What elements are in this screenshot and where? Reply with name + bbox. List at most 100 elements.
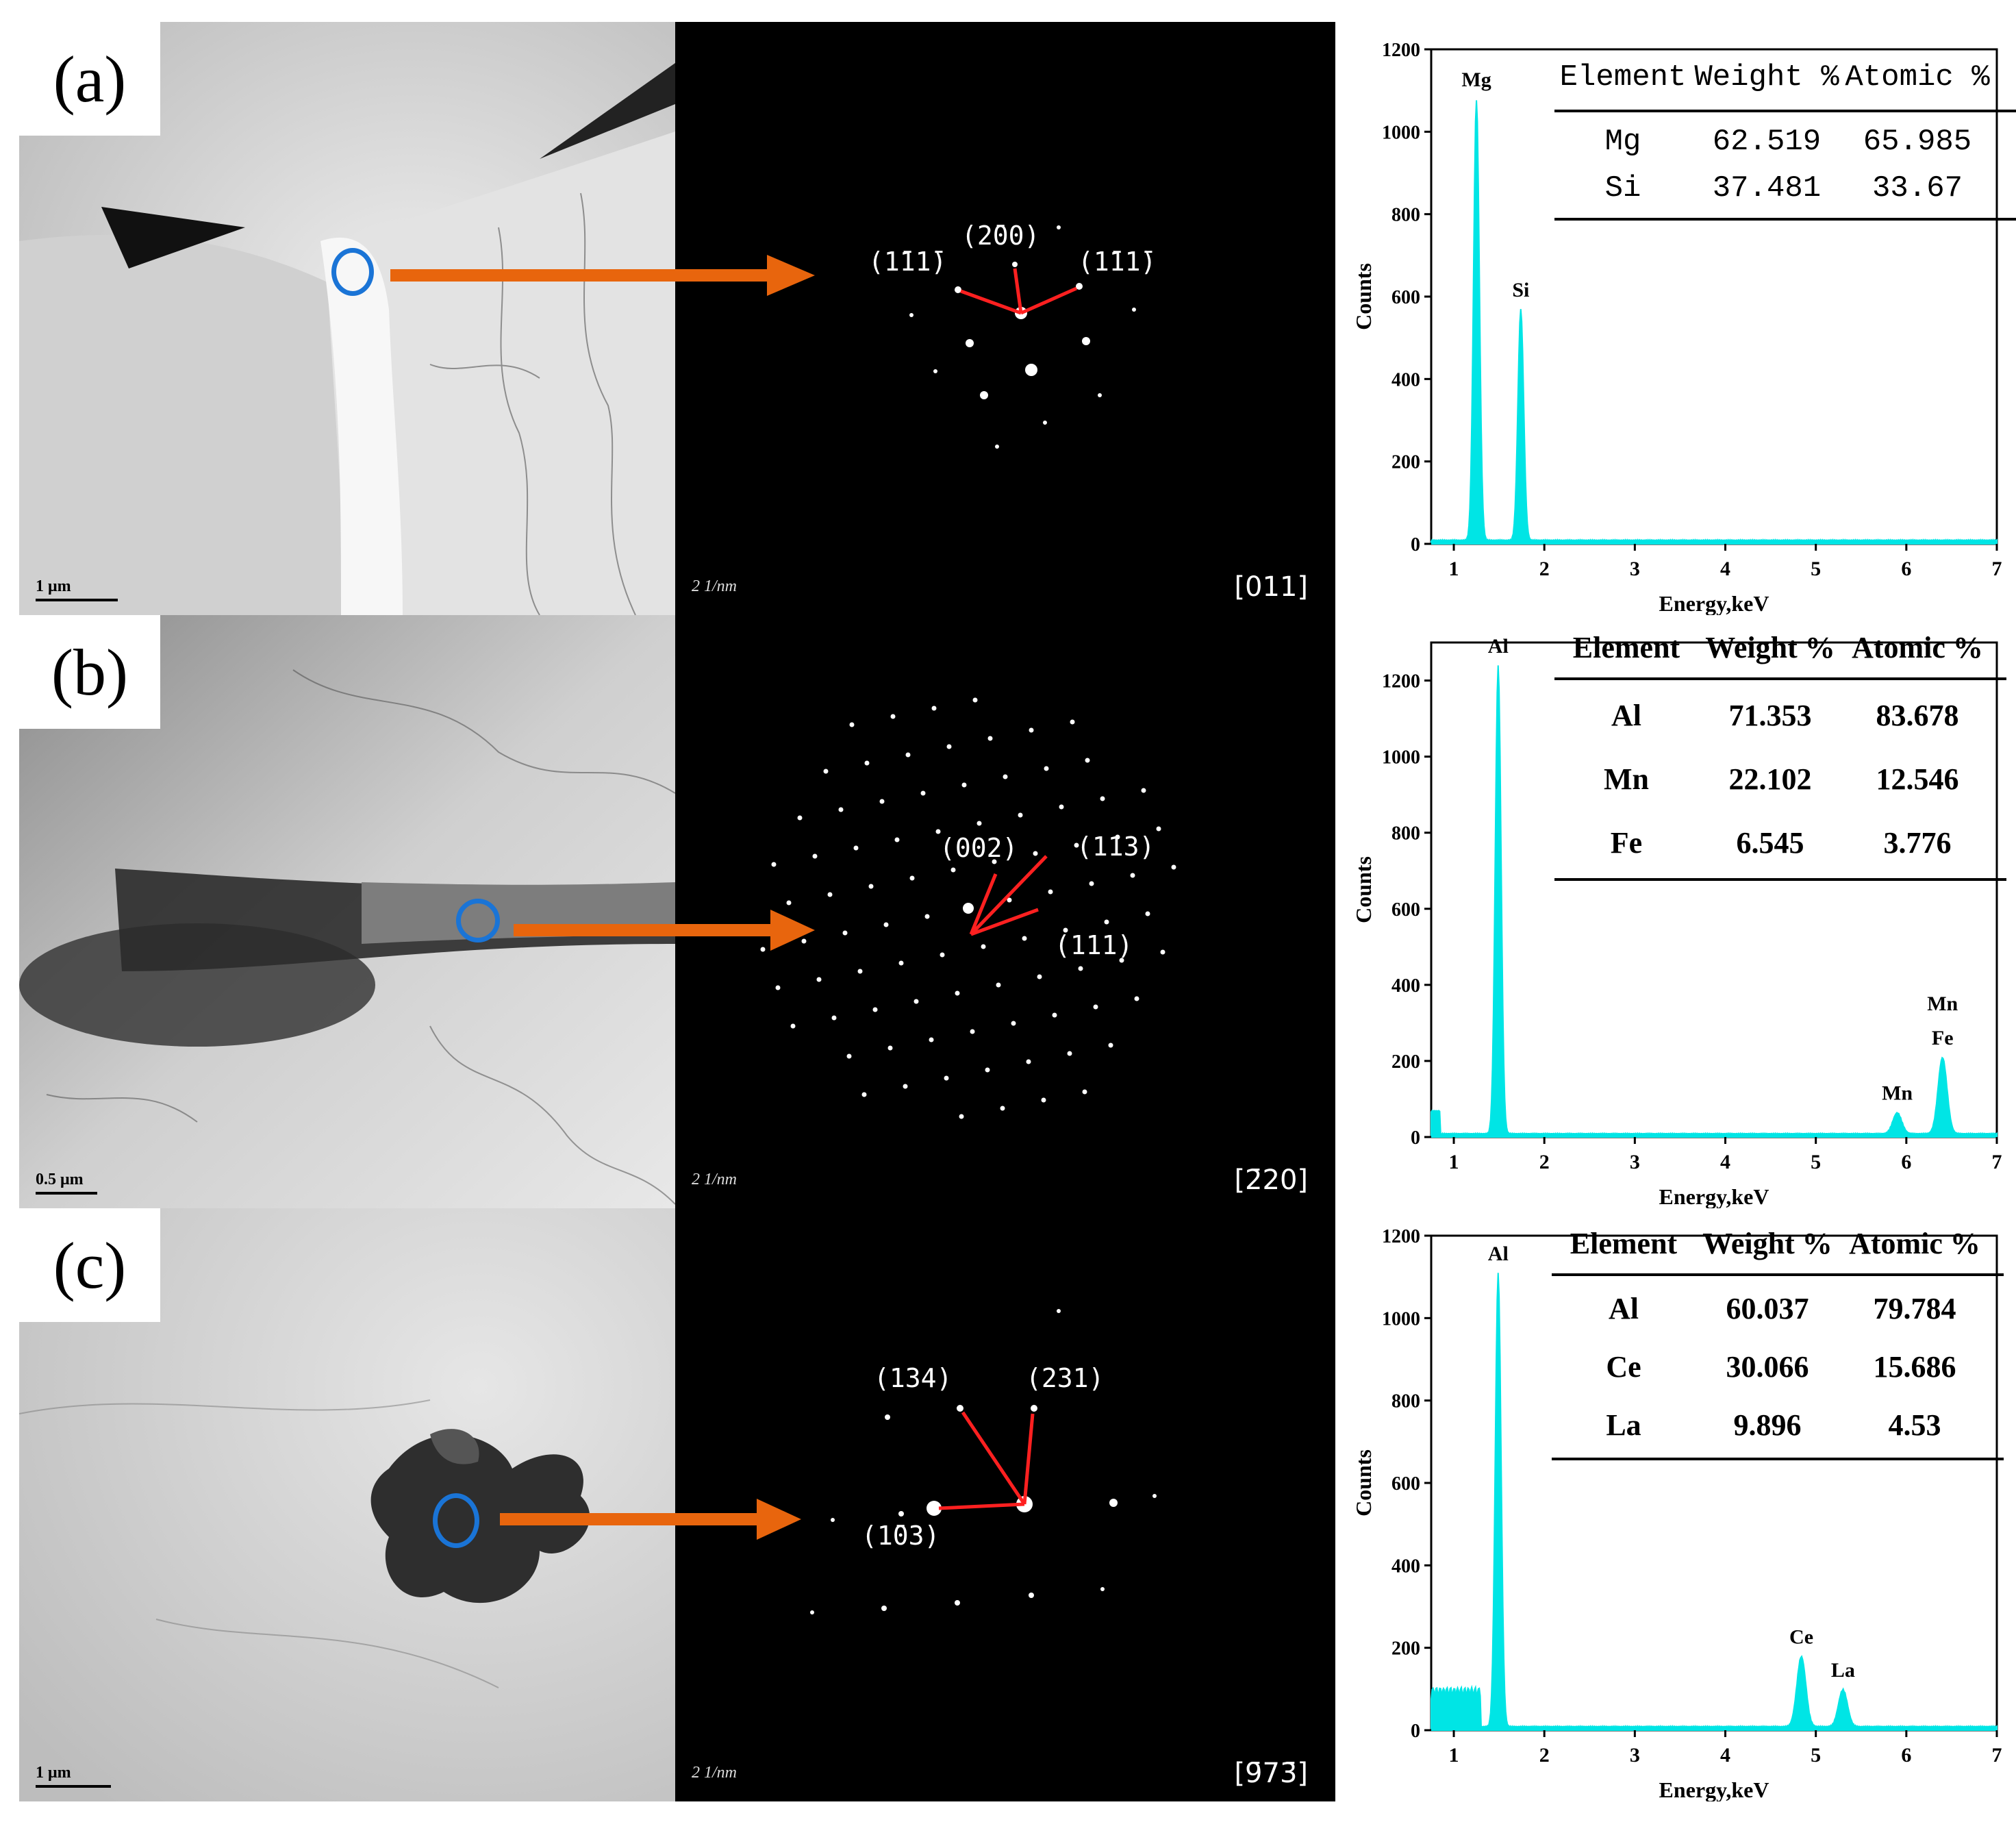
diffraction-spot	[1104, 919, 1109, 925]
diffraction-spot	[955, 990, 960, 996]
x-tick-label: 6	[1901, 558, 1911, 580]
y-tick-label: 1000	[1382, 747, 1420, 769]
y-axis-label: Counts	[1351, 856, 1376, 923]
cell: 6.545	[1736, 826, 1804, 860]
y-tick-label: 600	[1391, 899, 1420, 921]
saed-scale-bar: 2 1/nm	[692, 1764, 737, 1782]
spot-label: (1̄11̄)	[1078, 247, 1157, 277]
cell: 3.776	[1883, 826, 1952, 860]
row-b: 0.5 μm (b) (002) (113) (111) [2̄20] 2 1/…	[0, 615, 2016, 1208]
y-tick-label: 800	[1391, 823, 1420, 845]
table-row: Mg 62.519 65.985	[1554, 125, 2016, 159]
diffraction-spot	[801, 938, 807, 944]
saed-pattern-b: (002) (113) (111) [2̄20] 2 1/nm	[675, 615, 1335, 1208]
y-tick-label: 400	[1391, 975, 1420, 997]
y-tick-label: 800	[1391, 1391, 1420, 1412]
diffraction-spot	[842, 930, 848, 936]
y-tick-label: 1200	[1382, 671, 1420, 692]
cell: Fe	[1610, 826, 1643, 860]
y-tick-label: 1200	[1382, 1226, 1420, 1247]
cell: 83.678	[1876, 699, 1959, 732]
diffraction-spot	[1130, 873, 1135, 878]
panel-label-a: (a)	[19, 22, 160, 136]
x-tick-label: 4	[1720, 558, 1730, 580]
cell: 15.686	[1873, 1350, 1956, 1384]
tem-scale-line	[36, 1192, 97, 1195]
spectrum-area	[1431, 100, 1998, 545]
diffraction-spot	[931, 706, 937, 711]
peak-label: Al	[1488, 1243, 1509, 1265]
diffraction-spot	[879, 799, 885, 804]
spot-vector	[970, 908, 1039, 936]
diffraction-spot	[864, 760, 870, 766]
x-tick-label: 6	[1901, 1151, 1911, 1173]
table-rule	[1554, 110, 2016, 112]
diffraction-spot	[883, 922, 889, 927]
cell: 79.784	[1873, 1292, 1956, 1325]
diffraction-spot	[823, 769, 829, 774]
table-row: Si 37.481 33.67	[1554, 171, 2016, 205]
cell: La	[1606, 1408, 1641, 1442]
eds-table-c: Element Weight % Atomic % Al 60.037 79.784 C…	[1552, 1226, 2004, 1460]
spot-label: (113)	[1076, 832, 1155, 862]
diffraction-spot	[1108, 1043, 1113, 1048]
table-rule	[1554, 677, 2006, 680]
diffraction-spot	[898, 960, 904, 966]
diffraction-spot	[1029, 727, 1034, 733]
y-tick-label: 0	[1411, 1127, 1420, 1149]
diffraction-spot	[887, 1045, 893, 1051]
tem-scale-line	[36, 599, 118, 601]
diffraction-spot	[771, 862, 777, 867]
x-tick-label: 2	[1539, 1151, 1550, 1173]
diffraction-spot	[853, 845, 859, 851]
diffraction-spot	[1026, 1059, 1031, 1064]
cell: 22.102	[1728, 762, 1812, 796]
row-a: 1 μm (a) (1̄11̄) (2̄00) (1̄11̄) [011] 2 …	[0, 22, 2016, 615]
diffraction-spot	[1044, 766, 1049, 771]
diffraction-spot	[857, 969, 863, 974]
selected-area-circle	[331, 248, 374, 296]
cell: 4.53	[1888, 1408, 1941, 1442]
table-row: Al 60.037 79.784	[1552, 1291, 2004, 1326]
spot-label: (1̄03)	[861, 1521, 940, 1551]
y-axis-label: Counts	[1351, 263, 1376, 330]
x-tick-label: 5	[1811, 558, 1821, 580]
cell: 37.481	[1712, 171, 1822, 205]
diffraction-spot	[1078, 966, 1083, 971]
panel-label-b: (b)	[19, 615, 160, 729]
diffraction-spot	[1145, 911, 1150, 916]
cell: 71.353	[1728, 699, 1812, 732]
diffraction-spot	[1018, 812, 1023, 818]
diffraction-spot	[1074, 843, 1079, 848]
diffraction-spot	[959, 1114, 964, 1119]
diffraction-spot	[1100, 796, 1105, 801]
diffraction-spot	[977, 821, 982, 826]
cell: 30.066	[1726, 1350, 1809, 1384]
spot-label: (002)	[940, 833, 1018, 863]
diffraction-spot	[1156, 826, 1161, 832]
y-tick-label: 200	[1391, 452, 1420, 473]
cell: Mn	[1604, 762, 1649, 796]
diffraction-spot	[914, 999, 919, 1004]
col-header: Weight %	[1705, 631, 1835, 664]
diffraction-spot	[797, 815, 803, 821]
x-tick-label: 7	[1992, 558, 2002, 580]
diffraction-spot	[1000, 1106, 1005, 1111]
x-tick-label: 2	[1539, 558, 1550, 580]
diffraction-spot	[1141, 788, 1146, 793]
table-row: Fe 6.545 3.776	[1554, 825, 2006, 860]
diffraction-spot	[996, 982, 1001, 988]
zone-axis: [011]	[1234, 571, 1308, 603]
diffraction-spot	[992, 859, 997, 864]
cell: 33.67	[1872, 171, 1963, 205]
saed-pattern-c: (134) (231) (1̄03) [9̄73̄] 2 1/nm	[675, 1208, 1335, 1801]
y-tick-label: 0	[1411, 534, 1420, 556]
diffraction-spot	[1011, 1021, 1016, 1026]
diffraction-spot	[946, 744, 952, 749]
y-tick-label: 0	[1411, 1721, 1420, 1742]
table-rule	[1554, 218, 2016, 221]
diffraction-spot	[838, 807, 844, 812]
table-row: La 9.896 4.53	[1552, 1408, 2004, 1443]
diffraction-spot	[812, 853, 818, 859]
x-tick-label: 1	[1449, 1151, 1459, 1173]
